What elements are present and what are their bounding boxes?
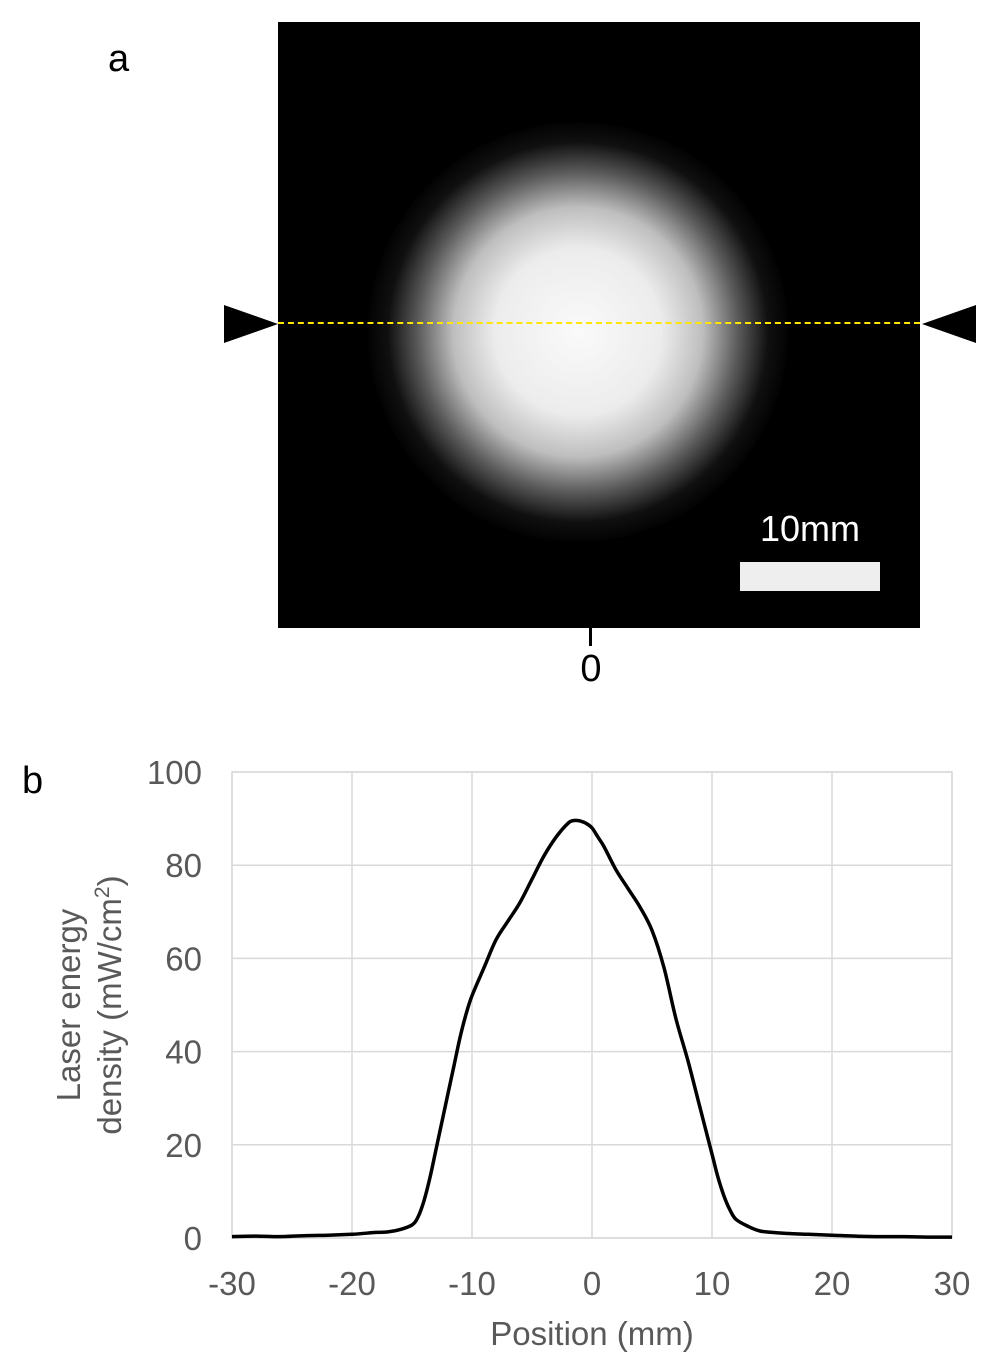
right-marker-arrow-icon — [922, 305, 976, 343]
center-zero-label: 0 — [580, 648, 602, 690]
y-axis-label-suffix: ) — [91, 875, 128, 886]
scale-bar-label: 10mm — [759, 508, 861, 549]
x-axis-label: Position (mm) — [490, 1315, 694, 1352]
left-marker-arrow-icon — [224, 305, 278, 343]
scale-bar — [740, 562, 880, 591]
x-tick-label: 0 — [583, 1265, 601, 1302]
laser-beam-image: 10mm — [278, 22, 920, 628]
y-tick-label: 60 — [165, 940, 202, 977]
x-tick-label: -20 — [328, 1265, 376, 1302]
x-tick-label: -30 — [208, 1265, 256, 1302]
profile-line — [231, 818, 952, 1239]
y-tick-label: 100 — [147, 754, 202, 791]
y-tick-label: 0 — [184, 1220, 202, 1257]
y-axis-label-line1: Laser energy — [50, 908, 87, 1101]
y-axis-label-line2: density (mW/cm2) — [91, 875, 128, 1134]
panel-b-label: b — [22, 760, 44, 802]
x-tick-label: 30 — [934, 1265, 971, 1302]
x-tick-label: 20 — [814, 1265, 851, 1302]
profile-scan-line — [278, 322, 920, 324]
panel-a-label: a — [108, 38, 130, 80]
y-tick-label: 40 — [165, 1034, 202, 1071]
y-tick-label: 80 — [165, 847, 202, 884]
y-tick-label: 20 — [165, 1127, 202, 1164]
chart-grid — [231, 771, 953, 1239]
center-tick — [589, 628, 592, 646]
laser-spot — [368, 122, 788, 542]
x-tick-label: 10 — [694, 1265, 731, 1302]
x-tick-label: -10 — [448, 1265, 496, 1302]
y-axis-label-superscript: 2 — [91, 886, 114, 898]
plot-frame — [231, 771, 953, 1239]
y-axis-label-prefix: density (mW/cm — [91, 898, 128, 1135]
